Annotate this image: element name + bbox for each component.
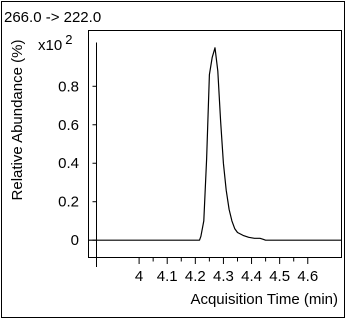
y-multiplier-exponent: 2 (65, 32, 72, 47)
y-tick-label: 0.6 (58, 117, 79, 134)
y-tick-label: 0.2 (58, 194, 79, 211)
plot-area: 0 0.2 0.4 0.6 0.8 4 4.1 4.2 4.3 4.4 4.5 4.6 (58, 30, 342, 285)
chart-title: 266.0 -> 222.0 (4, 9, 101, 26)
x-tick-label: 4.6 (297, 268, 318, 285)
x-tick-label: 4.4 (241, 268, 262, 285)
y-multiplier: x10 2 (38, 32, 72, 54)
y-tick-label: 0 (71, 232, 79, 249)
x-axis-label: Acquisition Time (min) (190, 291, 338, 308)
y-tick-label: 0.4 (58, 155, 79, 172)
outer-border (1, 1, 345, 318)
y-multiplier-base: x10 (38, 37, 62, 54)
series-layer (88, 47, 342, 241)
x-tick-label: 4.5 (269, 268, 290, 285)
x-axis: 4 4.1 4.2 4.3 4.4 4.5 4.6 (88, 257, 342, 285)
y-axis: 0 0.2 0.4 0.6 0.8 (58, 42, 97, 258)
x-tick-label: 4 (135, 268, 143, 285)
x-tick-label: 4.3 (213, 268, 234, 285)
y-axis-label: Relative Abundance (%) (9, 40, 26, 201)
x-tick-label: 4.1 (157, 268, 178, 285)
series-line (88, 47, 342, 241)
y-tick-label: 0.8 (58, 78, 79, 95)
x-tick-label: 4.2 (185, 268, 206, 285)
